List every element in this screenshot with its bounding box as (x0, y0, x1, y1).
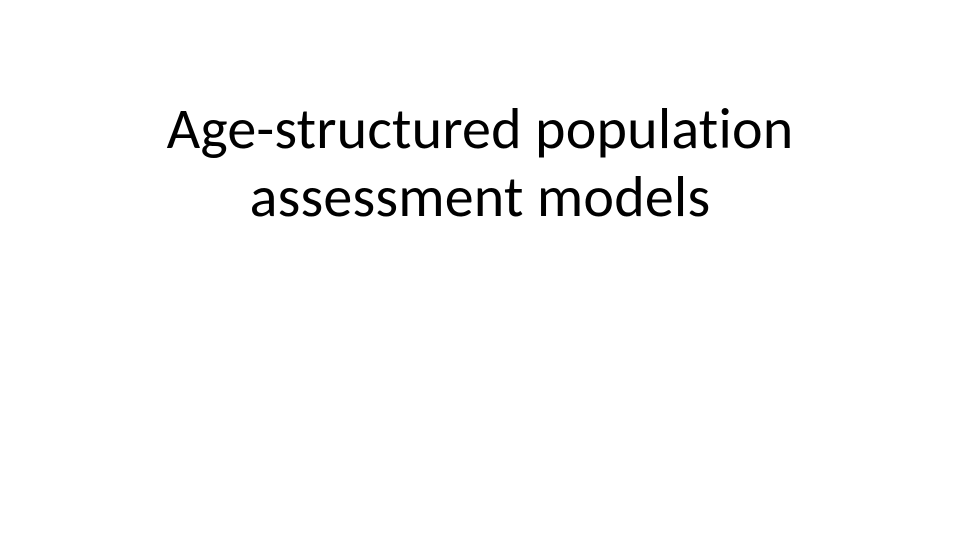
slide-title: Age-structured population assessment mod… (0, 95, 960, 232)
slide-container: Age-structured population assessment mod… (0, 0, 960, 540)
title-line-2: assessment models (250, 161, 711, 232)
title-line-1: Age-structured population (167, 93, 794, 164)
